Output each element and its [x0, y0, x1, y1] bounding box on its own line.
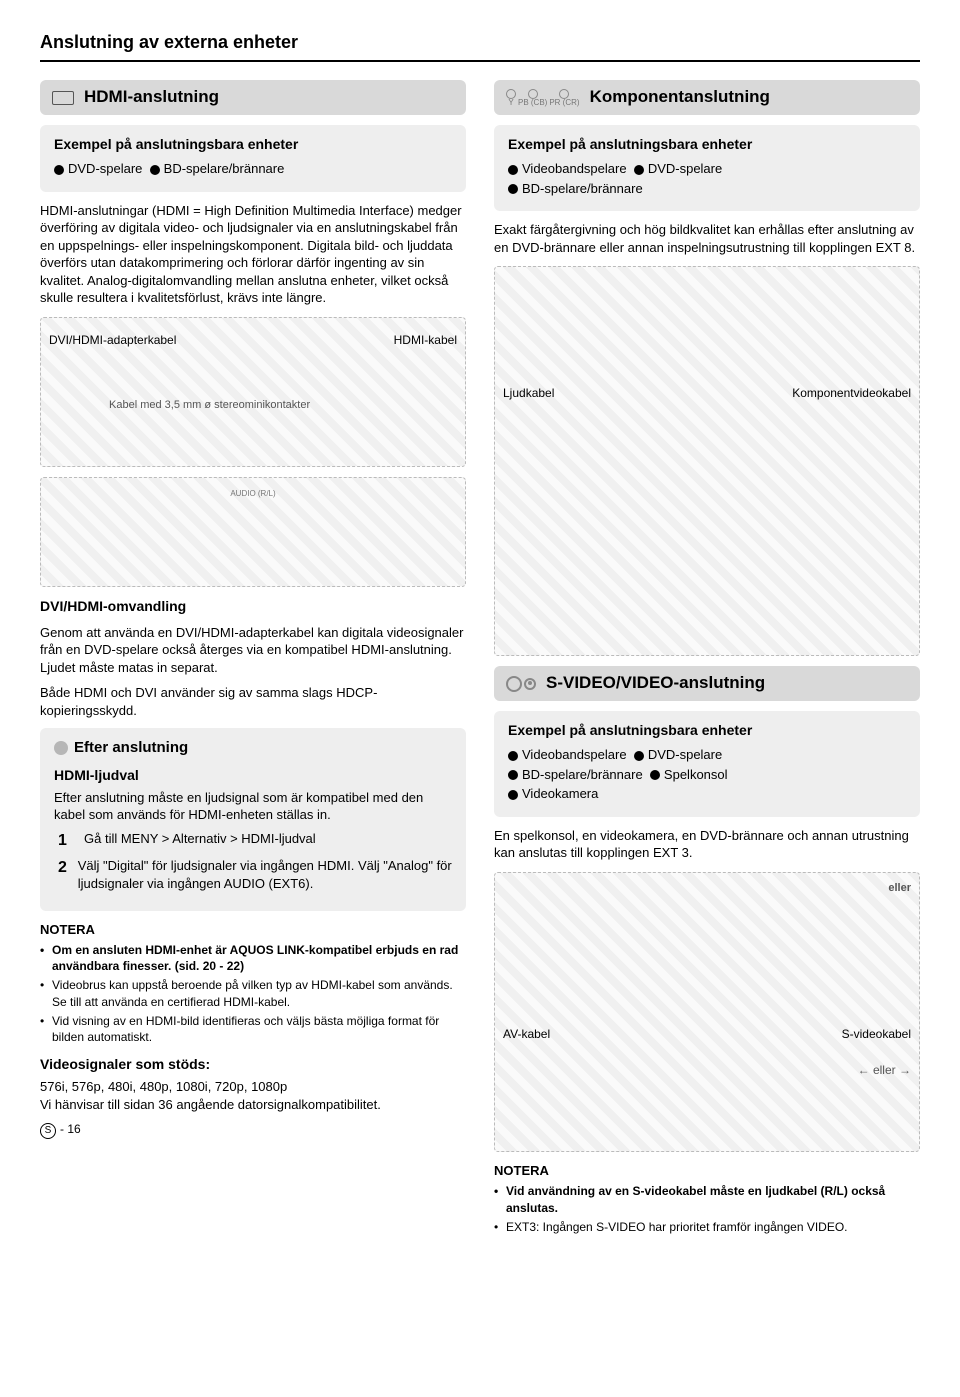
video-ring-icon — [524, 678, 536, 690]
component-icons: Y PB (CB) PR (CR) — [506, 89, 580, 107]
diagram-label: S-videokabel — [842, 1026, 911, 1042]
diagram-or-label: eller — [873, 1063, 896, 1077]
hdmi-port-icon — [52, 91, 74, 105]
bullet-icon — [634, 751, 644, 761]
bullet-icon — [650, 770, 660, 780]
note-heading: NOTERA — [494, 1162, 920, 1180]
title-rule — [40, 60, 920, 62]
page-number: 16 — [67, 1122, 80, 1136]
diagram-label: Ljudkabel — [503, 385, 554, 401]
bullet-icon — [508, 790, 518, 800]
dvi-text: Genom att använda en DVI/HDMI-adapterkab… — [40, 624, 466, 677]
hdmi-sound-heading: HDMI-ljudval — [54, 766, 452, 785]
component-section-header: Y PB (CB) PR (CR) Komponentanslutning — [494, 80, 920, 115]
svideo-example-item: BD-spelare/brännare — [522, 767, 643, 782]
icon-label: PR (CR) — [549, 99, 579, 107]
svideo-example-line: BD-spelare/brännare Spelkonsol — [508, 766, 906, 784]
video-signals-note: Vi hänvisar till sidan 36 angående dator… — [40, 1096, 466, 1114]
step-row: 2 Välj "Digital" för ljudsignaler via in… — [58, 857, 452, 892]
video-signals-list: 576i, 576p, 480i, 480p, 1080i, 720p, 108… — [40, 1078, 466, 1096]
component-example-item: Videobandspelare — [522, 161, 627, 176]
dvi-heading: DVI/HDMI-omvandling — [40, 597, 466, 616]
diagram-label: DVI/HDMI-adapterkabel — [49, 332, 176, 348]
hdmi-note-list: Om en ansluten HDMI-enhet är AQUOS LINK-… — [40, 942, 466, 1045]
after-connection-box: Efter anslutning HDMI-ljudval Efter ansl… — [40, 728, 466, 911]
svideo-text: En spelkonsol, en videokamera, en DVD-br… — [494, 827, 920, 862]
svideo-diagram: eller AV-kabel S-videokabel ← eller → — [494, 872, 920, 1152]
step-text: Gå till MENY > Alternativ > HDMI-ljudval — [84, 830, 316, 852]
hdmi-intro-text: HDMI-anslutningar (HDMI = High Definitio… — [40, 202, 466, 307]
hdmi-device-diagram: AUDIO (R/L) — [40, 477, 466, 587]
component-example-title: Exempel på anslutningsbara enheter — [508, 135, 906, 154]
hdmi-example-item: BD-spelare/brännare — [164, 161, 285, 176]
note-item: Om en ansluten HDMI-enhet är AQUOS LINK-… — [40, 942, 466, 974]
svideo-example-item: Videokamera — [522, 786, 598, 801]
svideo-heading: S-VIDEO/VIDEO-anslutning — [546, 672, 765, 695]
component-diagram: Ljudkabel Komponentvideokabel — [494, 266, 920, 656]
page-title: Anslutning av externa enheter — [40, 30, 920, 54]
hdmi-example-title: Exempel på anslutningsbara enheter — [54, 135, 452, 154]
note-item: Vid användning av en S-videokabel måste … — [494, 1183, 920, 1215]
bullet-icon — [508, 184, 518, 194]
after-connection-title: Efter anslutning — [74, 739, 188, 756]
bullet-icon — [634, 165, 644, 175]
diagram-label: HDMI-kabel — [394, 332, 457, 348]
component-heading: Komponentanslutning — [590, 86, 770, 109]
bullet-icon — [508, 751, 518, 761]
step-number: 2 — [58, 857, 68, 892]
component-example-line: BD-spelare/brännare — [508, 180, 906, 198]
component-example-item: BD-spelare/brännare — [522, 181, 643, 196]
right-column: Y PB (CB) PR (CR) Komponentanslutning Ex… — [494, 80, 920, 1243]
component-text: Exakt färgåtergivning och hög bildkvalit… — [494, 221, 920, 256]
hdmi-diagram: DVI/HDMI-adapterkabel HDMI-kabel Kabel m… — [40, 317, 466, 467]
hdmi-example-box: Exempel på anslutningsbara enheter DVD-s… — [40, 125, 466, 191]
svideo-example-line: Videokamera — [508, 785, 906, 803]
svideo-section-header: S-VIDEO/VIDEO-anslutning — [494, 666, 920, 701]
diagram-label: Komponentvideokabel — [792, 385, 911, 401]
svideo-icons — [506, 676, 536, 692]
svideo-example-item: DVD-spelare — [648, 747, 722, 762]
hdmi-heading: HDMI-anslutning — [84, 86, 219, 109]
component-example-box: Exempel på anslutningsbara enheter Video… — [494, 125, 920, 211]
svideo-example-box: Exempel på anslutningsbara enheter Video… — [494, 711, 920, 817]
svideo-example-title: Exempel på anslutningsbara enheter — [508, 721, 906, 740]
two-column-layout: HDMI-anslutning Exempel på anslutningsba… — [40, 80, 920, 1243]
note-item: Vid visning av en HDMI-bild identifieras… — [40, 1013, 466, 1045]
step-number: 1 — [58, 830, 74, 852]
bullet-icon — [508, 165, 518, 175]
note-item: EXT3: Ingången S-VIDEO har prioritet fra… — [494, 1219, 920, 1235]
icon-label: PB (CB) — [518, 99, 547, 107]
note-item: Videobrus kan uppstå beroende på vilken … — [40, 977, 466, 1009]
diagram-port-label: AUDIO (R/L) — [230, 489, 275, 498]
hdcp-text: Både HDMI och DVI använder sig av samma … — [40, 684, 466, 719]
hdmi-section-header: HDMI-anslutning — [40, 80, 466, 115]
hdmi-example-item: DVD-spelare — [68, 161, 142, 176]
bullet-icon — [150, 165, 160, 175]
diagram-label: AV-kabel — [503, 1026, 550, 1042]
step-text: Välj "Digital" för ljudsignaler via ingå… — [78, 857, 452, 892]
bullet-icon — [508, 770, 518, 780]
svideo-example-item: Spelkonsol — [664, 767, 728, 782]
left-column: HDMI-anslutning Exempel på anslutningsba… — [40, 80, 466, 1243]
page-number-prefix: S — [40, 1123, 56, 1139]
hdmi-sound-text: Efter anslutning måste en ljudsignal som… — [54, 789, 452, 824]
note-heading: NOTERA — [40, 921, 466, 939]
diagram-label: Kabel med 3,5 mm ø stereominikontakter — [49, 398, 457, 413]
bullet-icon — [54, 165, 64, 175]
hdmi-steps: 1 Gå till MENY > Alternativ > HDMI-ljudv… — [58, 830, 452, 893]
svideo-ring-icon — [506, 676, 522, 692]
hdmi-example-line: DVD-spelare BD-spelare/brännare — [54, 160, 452, 178]
video-signals-heading: Videosignaler som stöds: — [40, 1055, 466, 1074]
page-footer: S- 16 — [40, 1121, 466, 1139]
component-example-line: Videobandspelare DVD-spelare — [508, 160, 906, 178]
icon-label: Y — [508, 99, 513, 107]
step-row: 1 Gå till MENY > Alternativ > HDMI-ljudv… — [58, 830, 452, 852]
gray-bullet-icon — [54, 741, 68, 755]
diagram-or-label: eller — [503, 881, 911, 896]
component-example-item: DVD-spelare — [648, 161, 722, 176]
svideo-example-item: Videobandspelare — [522, 747, 627, 762]
svideo-example-line: Videobandspelare DVD-spelare — [508, 746, 906, 764]
svideo-note-list: Vid användning av en S-videokabel måste … — [494, 1183, 920, 1235]
